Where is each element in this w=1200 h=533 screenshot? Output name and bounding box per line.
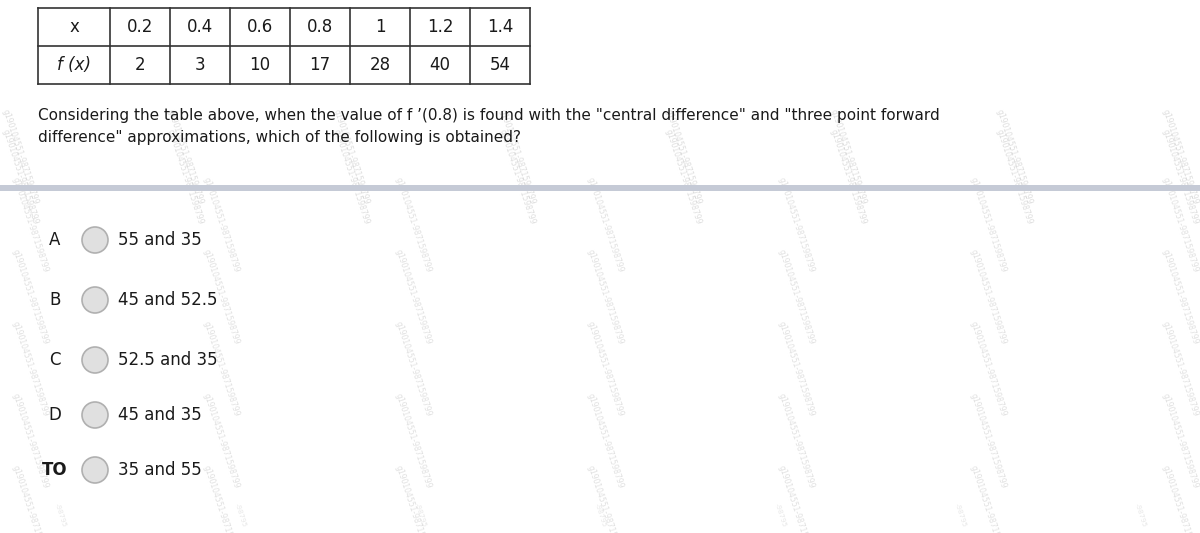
Text: g190104551-9871598799: g190104551-9871598799: [586, 392, 625, 490]
Text: g190104551-9871598799: g190104551-9871598799: [0, 128, 40, 225]
Text: g190104551-9871598799: g190104551-9871598799: [1160, 128, 1200, 225]
Text: 10: 10: [250, 56, 270, 74]
Text: 17: 17: [310, 56, 330, 74]
Text: Considering the table above, when the value of f ’(0.8) is found with the "centr: Considering the table above, when the va…: [38, 108, 940, 123]
Text: 28: 28: [370, 56, 390, 74]
Text: g190104551-9871598799: g190104551-9871598799: [11, 464, 49, 533]
Text: g190104551-9871598799: g190104551-9871598799: [202, 464, 241, 533]
Text: g190104551-9871598799: g190104551-9871598799: [331, 128, 371, 225]
Text: g190104551-9871598799: g190104551-9871598799: [778, 464, 816, 533]
Text: g190104551-9871598799: g190104551-9871598799: [995, 108, 1034, 206]
Text: 35 and 55: 35 and 55: [118, 461, 202, 479]
Text: g190104551-9871598799: g190104551-9871598799: [586, 176, 625, 274]
Text: g190104551-9871598799: g190104551-9871598799: [11, 248, 49, 346]
Text: g190104551-9871598799: g190104551-9871598799: [829, 108, 869, 206]
Text: g190104551-9871598799: g190104551-9871598799: [166, 108, 205, 206]
Text: C: C: [49, 351, 61, 369]
Text: g190104551-9871598799: g190104551-9871598799: [778, 248, 816, 346]
Text: g190104551-9871598799: g190104551-9871598799: [1160, 108, 1200, 206]
Text: 0.4: 0.4: [187, 18, 214, 36]
Text: f (x): f (x): [58, 56, 91, 74]
Circle shape: [82, 347, 108, 373]
Text: g190104551-9871598799: g190104551-9871598799: [778, 320, 816, 418]
Text: g190104551-9871598799: g190104551-9871598799: [11, 392, 49, 490]
Text: g190104551-9871598799: g190104551-9871598799: [1160, 248, 1200, 346]
Text: g190104551-9871598799: g190104551-9871598799: [664, 108, 702, 206]
Text: 45 and 52.5: 45 and 52.5: [118, 291, 217, 309]
Text: -98795: -98795: [1133, 502, 1147, 528]
Text: g190104551-9871598799: g190104551-9871598799: [1160, 320, 1200, 418]
Text: g190104551-9871598799: g190104551-9871598799: [11, 320, 49, 418]
Text: g190104551-9871598799: g190104551-9871598799: [664, 128, 702, 225]
Text: g190104551-9871598799: g190104551-9871598799: [166, 128, 205, 225]
Text: 1.4: 1.4: [487, 18, 514, 36]
Text: 0.6: 0.6: [247, 18, 274, 36]
Text: g190104551-9871598799: g190104551-9871598799: [968, 248, 1008, 346]
Text: g190104551-9871598799: g190104551-9871598799: [968, 464, 1008, 533]
Text: x: x: [70, 18, 79, 36]
Text: -98795: -98795: [773, 502, 787, 528]
Text: 1.2: 1.2: [427, 18, 454, 36]
Text: g190104551-9871598799: g190104551-9871598799: [1160, 392, 1200, 490]
Text: 52.5 and 35: 52.5 and 35: [118, 351, 217, 369]
Text: 40: 40: [430, 56, 450, 74]
Text: -98795: -98795: [593, 502, 607, 528]
Text: g190104551-9871598799: g190104551-9871598799: [1160, 176, 1200, 274]
Text: D: D: [48, 406, 61, 424]
Circle shape: [82, 287, 108, 313]
Text: g190104551-9871598799: g190104551-9871598799: [498, 108, 536, 206]
Text: TO: TO: [42, 461, 68, 479]
Circle shape: [82, 457, 108, 483]
Text: g190104551-9871598799: g190104551-9871598799: [968, 392, 1008, 490]
Text: g190104551-9871598799: g190104551-9871598799: [331, 108, 371, 206]
Text: -98795: -98795: [413, 502, 427, 528]
Circle shape: [82, 402, 108, 428]
Text: g190104551-9871598799: g190104551-9871598799: [202, 320, 241, 418]
Text: g190104551-9871598799: g190104551-9871598799: [394, 392, 433, 490]
Text: -98795: -98795: [953, 502, 967, 528]
Text: g190104551-9871598799: g190104551-9871598799: [202, 392, 241, 490]
Text: 3: 3: [194, 56, 205, 74]
Text: g190104551-9871598799: g190104551-9871598799: [586, 248, 625, 346]
Text: g190104551-9871598799: g190104551-9871598799: [202, 248, 241, 346]
Text: g190104551-9871598799: g190104551-9871598799: [394, 248, 433, 346]
Text: g190104551-9871598799: g190104551-9871598799: [202, 176, 241, 274]
Text: g190104551-9871598799: g190104551-9871598799: [394, 320, 433, 418]
Text: 45 and 35: 45 and 35: [118, 406, 202, 424]
Text: g190104551-9871598799: g190104551-9871598799: [498, 128, 536, 225]
Text: g190104551-9871598799: g190104551-9871598799: [968, 176, 1008, 274]
Text: 0.2: 0.2: [127, 18, 154, 36]
Text: g190104551-9871598799: g190104551-9871598799: [995, 128, 1034, 225]
Text: g190104551-9871598799: g190104551-9871598799: [394, 176, 433, 274]
Text: 2: 2: [134, 56, 145, 74]
Text: B: B: [49, 291, 61, 309]
Text: g190104551-9871598799: g190104551-9871598799: [829, 128, 869, 225]
Text: g190104551-9871598799: g190104551-9871598799: [11, 176, 49, 274]
Text: difference" approximations, which of the following is obtained?: difference" approximations, which of the…: [38, 130, 521, 145]
Text: g190104551-9871598799: g190104551-9871598799: [778, 392, 816, 490]
Text: A: A: [49, 231, 61, 249]
Text: g190104551-9871598799: g190104551-9871598799: [968, 320, 1008, 418]
Text: g190104551-9871598799: g190104551-9871598799: [0, 108, 40, 206]
Text: 55 and 35: 55 and 35: [118, 231, 202, 249]
Text: -98795: -98795: [233, 502, 247, 528]
Text: 54: 54: [490, 56, 510, 74]
Text: 0.8: 0.8: [307, 18, 334, 36]
Text: g190104551-9871598799: g190104551-9871598799: [586, 464, 625, 533]
Text: g190104551-9871598799: g190104551-9871598799: [586, 320, 625, 418]
Text: g190104551-9871598799: g190104551-9871598799: [394, 464, 433, 533]
Text: -98795: -98795: [53, 502, 67, 528]
Circle shape: [82, 227, 108, 253]
Text: g190104551-9871598799: g190104551-9871598799: [1160, 464, 1200, 533]
Bar: [0, 185, 1200, 191]
Text: g190104551-9871598799: g190104551-9871598799: [778, 176, 816, 274]
Text: 1: 1: [374, 18, 385, 36]
